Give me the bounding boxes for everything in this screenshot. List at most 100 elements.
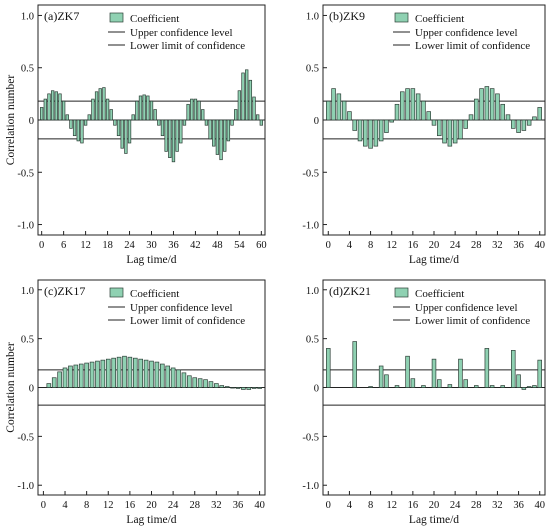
coefficient-bar bbox=[431, 119, 437, 126]
coefficient-bar bbox=[105, 98, 110, 121]
coefficient-bar bbox=[442, 119, 447, 144]
coefficient-bar bbox=[384, 119, 389, 133]
x-tick-label: 54 bbox=[234, 240, 245, 251]
coefficient-bar bbox=[46, 383, 52, 388]
coefficient-bar bbox=[83, 119, 88, 126]
coefficient-bar bbox=[484, 348, 490, 388]
coefficient-bar bbox=[78, 363, 84, 388]
x-tick-label: 4 bbox=[347, 240, 353, 251]
legend-label-upper: Upper confidence level bbox=[415, 302, 518, 314]
x-tick-label: 28 bbox=[189, 500, 200, 511]
coefficient-bar bbox=[357, 119, 363, 142]
coefficient-bar bbox=[437, 379, 442, 388]
coefficient-bar bbox=[171, 119, 176, 163]
coefficient-bar bbox=[62, 367, 68, 388]
coefficient-bar bbox=[100, 359, 106, 388]
x-tick-label: 30 bbox=[146, 240, 157, 251]
coefficient-bar bbox=[219, 385, 225, 388]
legend-label-coefficient: Coefficient bbox=[415, 288, 464, 300]
coefficient-bar bbox=[526, 386, 532, 388]
coefficient-bar bbox=[157, 119, 161, 126]
x-tick-label: 36 bbox=[513, 500, 524, 511]
coefficient-bar bbox=[474, 98, 479, 121]
x-tick-label: 60 bbox=[256, 240, 267, 251]
coefficient-bar bbox=[252, 96, 256, 121]
coefficient-bar bbox=[186, 103, 190, 121]
x-tick-label: 0 bbox=[326, 240, 331, 251]
coefficient-bar bbox=[368, 386, 373, 388]
x-axis-label: Lag time/d bbox=[409, 254, 459, 266]
coefficient-bar bbox=[116, 356, 122, 388]
coefficient-bar bbox=[51, 377, 57, 388]
coefficient-bar bbox=[500, 385, 505, 388]
coefficient-bar bbox=[431, 358, 437, 388]
coefficient-bar bbox=[526, 119, 532, 126]
legend-label-coefficient: Coefficient bbox=[130, 288, 179, 300]
coefficient-bar bbox=[54, 91, 58, 121]
legend-label-coefficient: Coefficient bbox=[415, 13, 464, 25]
x-tick-label: 24 bbox=[124, 240, 135, 251]
x-tick-label: 12 bbox=[386, 240, 397, 251]
coefficient-bar bbox=[352, 119, 357, 131]
coefficient-bar bbox=[516, 374, 521, 388]
coefficient-bar bbox=[452, 119, 458, 144]
x-tick-label: 12 bbox=[80, 240, 91, 251]
coefficient-bar bbox=[181, 372, 187, 388]
legend-swatch-coefficient bbox=[109, 287, 124, 298]
x-tick-label: 32 bbox=[492, 240, 503, 251]
coefficient-bar bbox=[458, 119, 463, 140]
y-tick-label: 0 bbox=[314, 116, 319, 127]
coefficient-bar bbox=[463, 379, 468, 388]
legend-label-upper: Upper confidence level bbox=[130, 302, 233, 314]
coefficient-bar bbox=[111, 357, 116, 388]
coefficient-bar bbox=[170, 367, 176, 388]
coefficient-bar bbox=[76, 119, 80, 142]
coefficient-bar bbox=[197, 100, 201, 121]
x-tick-label: 36 bbox=[168, 240, 179, 251]
coefficient-bar bbox=[245, 69, 249, 121]
coefficient-bar bbox=[447, 119, 453, 147]
coefficient-bar bbox=[532, 385, 537, 388]
coefficient-bar bbox=[182, 119, 187, 126]
x-axis-label: Lag time/d bbox=[409, 514, 459, 526]
x-tick-label: 6 bbox=[61, 240, 66, 251]
coefficient-bar bbox=[384, 374, 389, 388]
panel-title: (a)ZK7 bbox=[44, 9, 79, 23]
coefficient-bar bbox=[474, 385, 479, 388]
coefficient-bar bbox=[394, 103, 400, 121]
panel-title: (b)ZK9 bbox=[329, 9, 365, 23]
coefficient-bar bbox=[326, 348, 331, 388]
coefficient-bar bbox=[65, 114, 69, 121]
coefficient-bar bbox=[113, 119, 117, 126]
y-tick-label: -0.5 bbox=[17, 168, 34, 179]
coefficient-bar bbox=[226, 119, 231, 142]
x-tick-label: 0 bbox=[39, 240, 44, 251]
coefficient-bar bbox=[405, 355, 410, 388]
coefficient-bar bbox=[204, 119, 209, 126]
x-axis-label: Lag time/d bbox=[126, 514, 176, 526]
coefficient-bar bbox=[532, 116, 537, 121]
x-tick-label: 20 bbox=[429, 240, 440, 251]
legend-label-coefficient: Coefficient bbox=[130, 13, 179, 25]
x-tick-label: 18 bbox=[102, 240, 113, 251]
coefficient-bar bbox=[120, 119, 124, 149]
y-tick-label: 1.0 bbox=[306, 11, 319, 22]
coefficient-bar bbox=[500, 103, 505, 121]
legend-label-lower: Lower limit of confidence bbox=[415, 40, 530, 52]
x-tick-label: 0 bbox=[326, 500, 331, 511]
x-tick-label: 20 bbox=[146, 500, 157, 511]
x-tick-label: 4 bbox=[62, 500, 68, 511]
coefficient-bar bbox=[176, 369, 181, 388]
x-tick-label: 24 bbox=[168, 500, 179, 511]
legend-swatch-coefficient bbox=[109, 12, 124, 23]
y-tick-label: -1.0 bbox=[17, 221, 34, 232]
coefficient-bar bbox=[39, 107, 44, 121]
y-tick-label: 0.5 bbox=[21, 335, 34, 346]
coefficient-bar bbox=[256, 114, 260, 121]
coefficient-bar bbox=[341, 100, 347, 121]
chart-panel-1: -1.0 -0.5 0 0.5 1.0 0 4 8 12 16 20 24 28 32 36 40 Lag ti… bbox=[302, 4, 546, 266]
y-axis-label: Correlation number bbox=[5, 342, 17, 433]
coefficient-bar bbox=[212, 119, 216, 147]
coefficient-bar bbox=[248, 79, 253, 121]
